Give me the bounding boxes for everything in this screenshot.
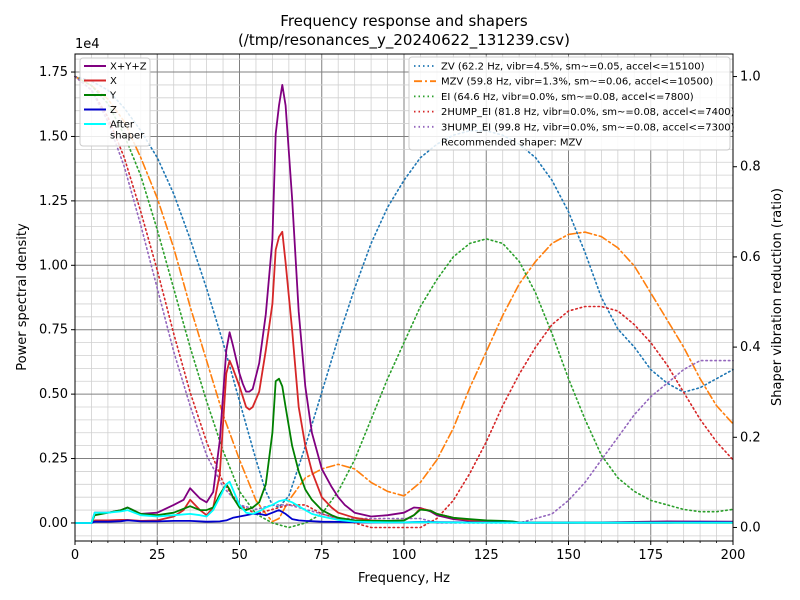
y2-tick-label: 0.4 (740, 340, 761, 355)
chart-title: Frequency response and shapers (280, 12, 528, 30)
y-tick-label: 1.75 (39, 65, 68, 80)
legend-recommended-note: Recommended shaper: MZV (441, 138, 582, 149)
psd-curves (75, 84, 734, 524)
legend-psd-label: X (110, 76, 117, 87)
y-tick-label: 0.50 (39, 387, 68, 402)
x-tick-label: 0 (71, 548, 79, 563)
y-tick-label: 0.75 (39, 323, 68, 338)
legend-psd: X+Y+Z XYZ After shaper (79, 57, 151, 147)
shaper-series-line-0 (74, 75, 734, 509)
y-axis-label: Power spectral density (15, 223, 30, 371)
shaper-curves (74, 75, 734, 529)
y-offset-label: 1e4 (75, 37, 100, 52)
shaper-series-line-1 (74, 75, 734, 523)
y2-tick-label: 0.0 (740, 520, 761, 535)
y2-tick-label: 0.2 (740, 430, 761, 445)
legend-psd-label: X+Y+Z (110, 62, 147, 73)
x-tick-label: 125 (474, 548, 499, 563)
legend-psd-label: Z (110, 105, 117, 116)
x-tick-label: 25 (149, 548, 166, 563)
x-tick-label: 175 (638, 548, 663, 563)
y2-axis-label: Shaper vibration reduction (ratio) (770, 188, 785, 406)
x-tick-label: 75 (313, 548, 330, 563)
shaper-series-line-2 (74, 75, 734, 529)
x-tick-label: 100 (392, 548, 417, 563)
psd-series-line-4 (75, 480, 733, 524)
axes: 0 25 50 75 100 125 150 175 200 0.00 0.25 0.50 0.75 1.… (39, 65, 761, 563)
x-tick-label: 50 (231, 548, 248, 563)
legend-shaper-label: MZV (59.8 Hz, vibr=1.3%, sm~=0.06, accel… (441, 77, 713, 88)
legend-shaper-label: 3HUMP_EI (99.8 Hz, vibr=0.0%, sm~=0.08, … (441, 122, 735, 133)
y-tick-label: 1.25 (39, 194, 68, 209)
legend-shaper-label: ZV (62.2 Hz, vibr=4.5%, sm~=0.05, accel<… (441, 62, 705, 73)
psd-series-line-2 (75, 377, 733, 524)
legend-shaper-label: EI (64.6 Hz, vibr=0.0%, sm~=0.08, accel<… (441, 92, 694, 103)
shaper-series-line-3 (74, 75, 734, 529)
legend-psd-label: Y (109, 91, 117, 102)
y2-tick-label: 0.6 (740, 250, 761, 265)
legend-shaper-label: 2HUMP_EI (81.8 Hz, vibr=0.0%, sm~=0.08, … (441, 107, 735, 118)
x-tick-label: 150 (556, 548, 581, 563)
y-tick-label: 1.50 (39, 129, 68, 144)
chart-subtitle: (/tmp/resonances_y_20240622_131239.csv) (238, 31, 570, 50)
x-axis-label: Frequency, Hz (358, 571, 450, 586)
legend-shapers: ZV (62.2 Hz, vibr=4.5%, sm~=0.05, accel<… (408, 56, 735, 151)
y-tick-label: 1.00 (39, 258, 68, 273)
legend-shapers-box (408, 56, 731, 151)
x-tick-label: 200 (721, 548, 746, 563)
y2-tick-label: 1.0 (740, 70, 761, 85)
y-tick-label: 0.00 (39, 516, 68, 531)
y2-tick-label: 0.8 (740, 160, 761, 175)
shaper-series-line-4 (74, 75, 734, 524)
legend-psd-label: After shaper (110, 120, 145, 142)
y-tick-label: 0.25 (39, 452, 68, 467)
